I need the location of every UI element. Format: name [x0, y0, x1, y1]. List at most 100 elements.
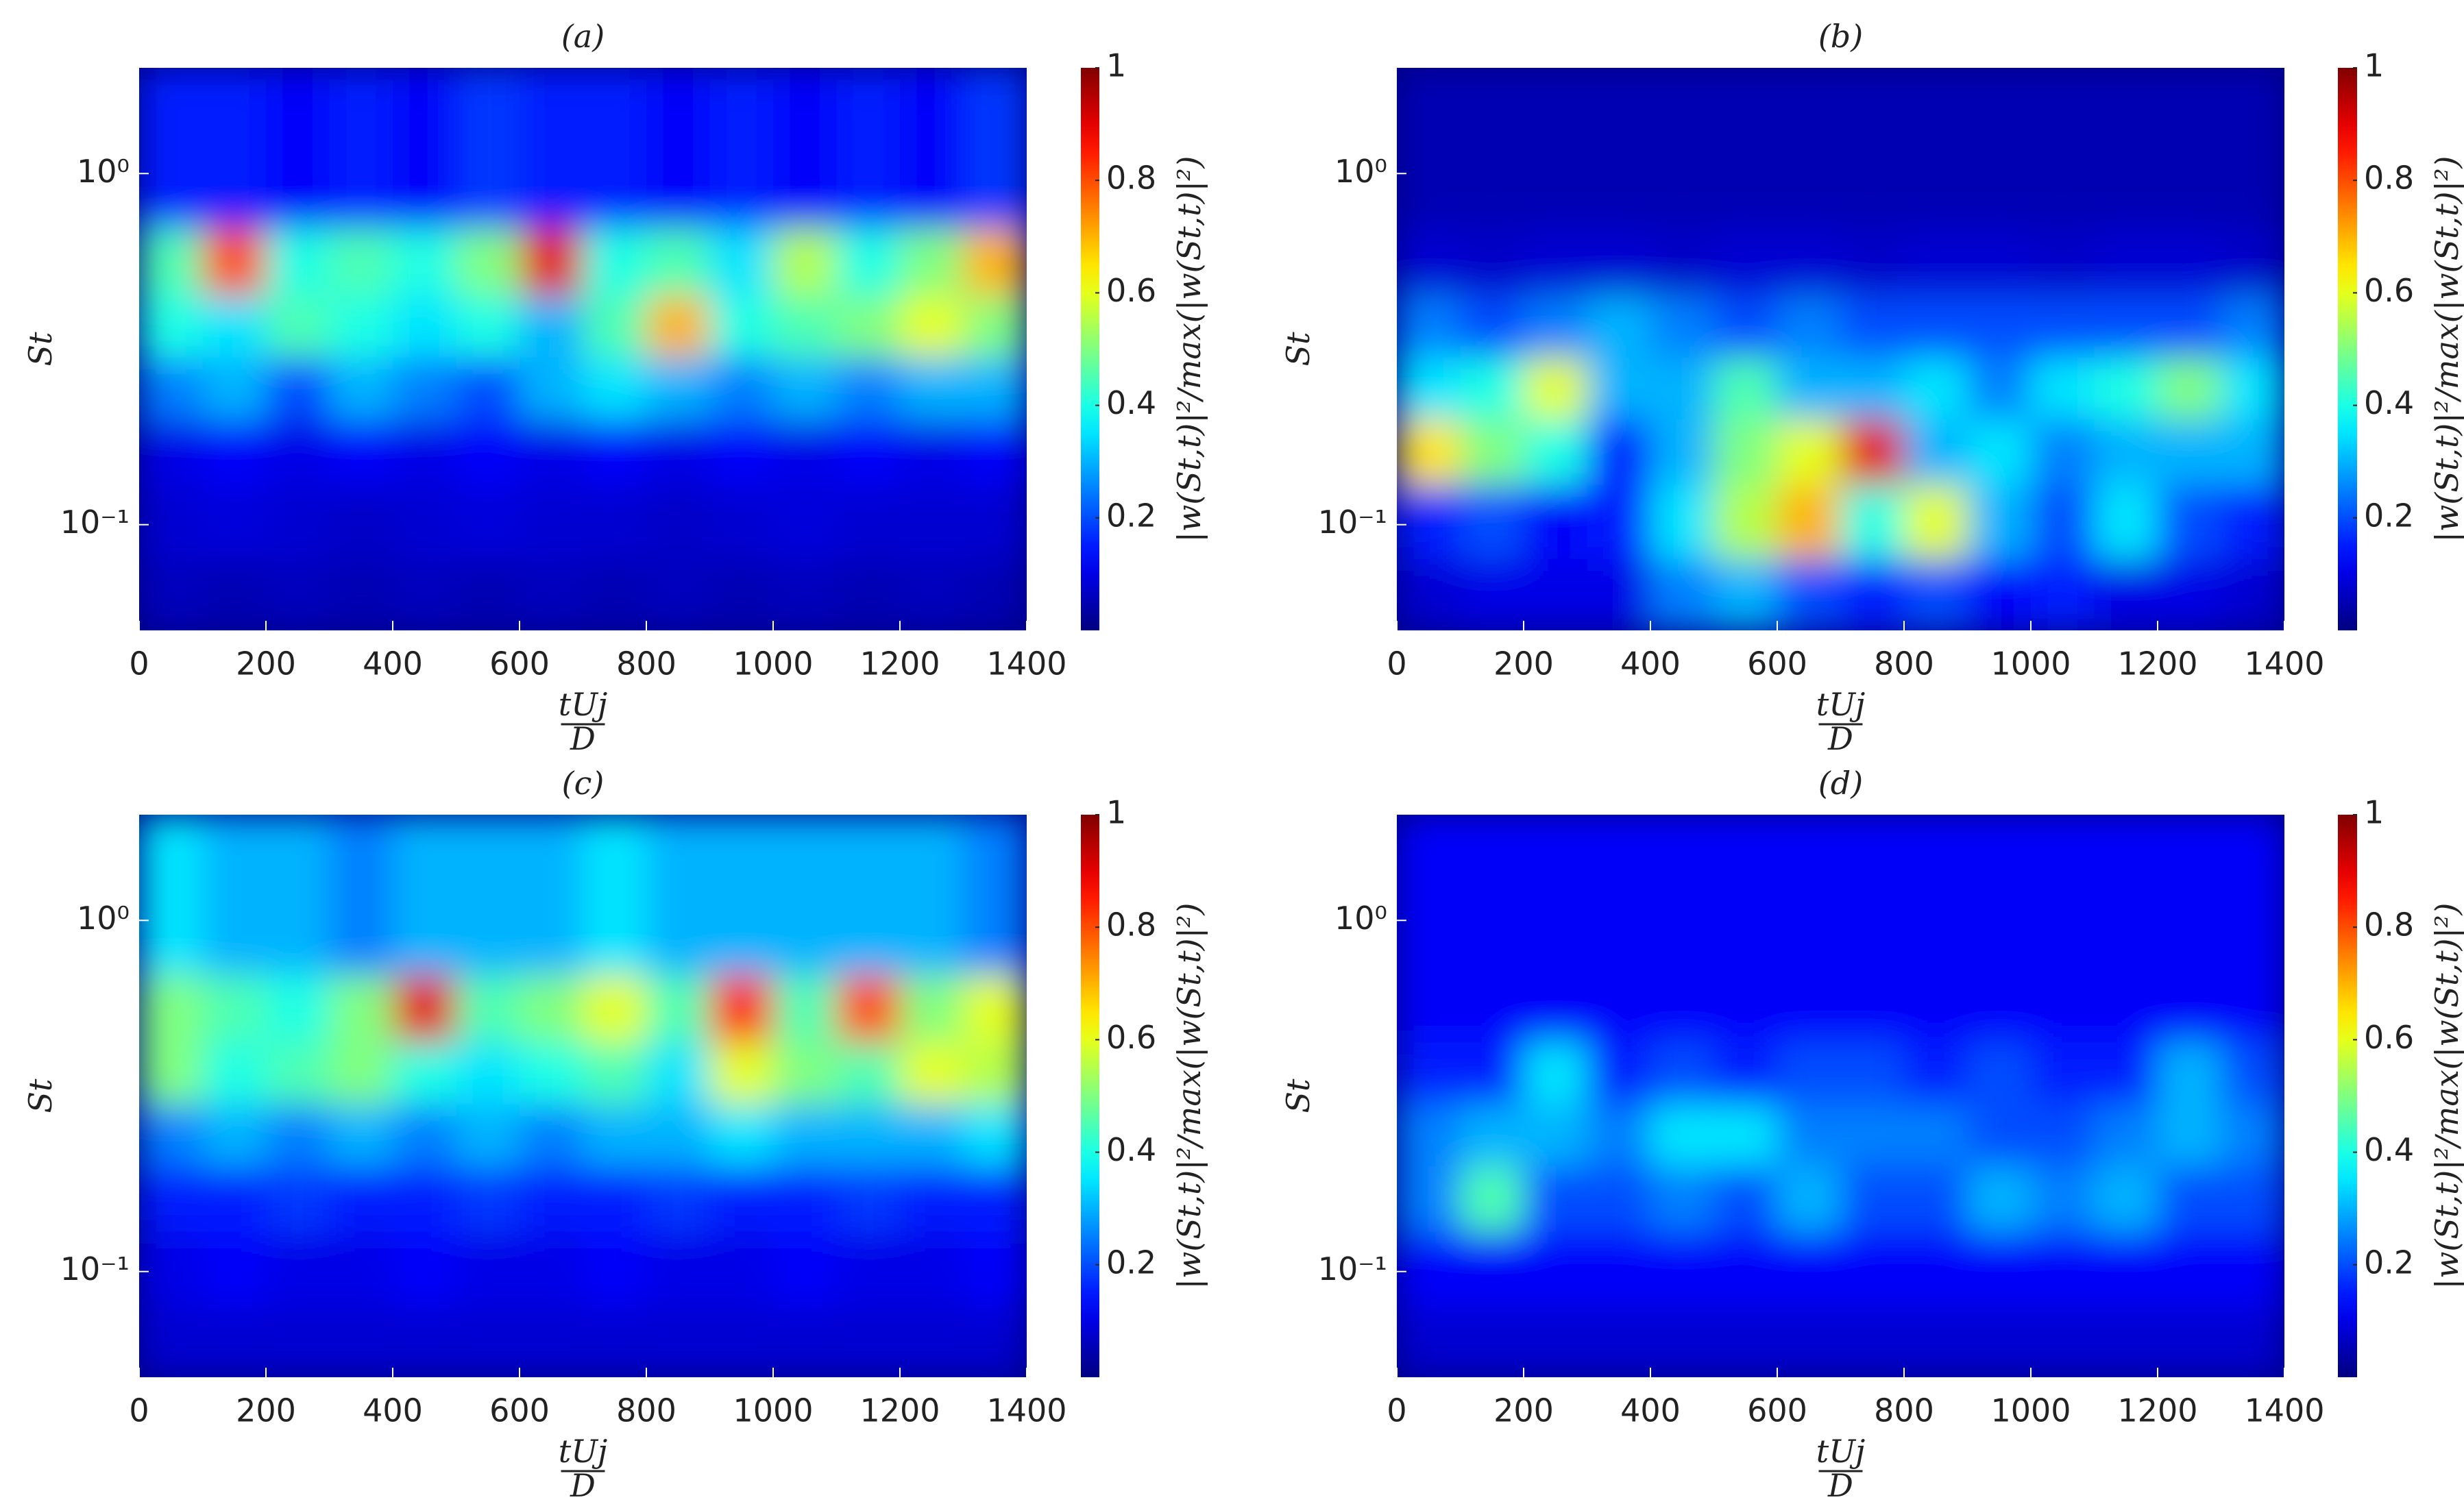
heatmap-cell — [456, 419, 520, 485]
heatmap-cell — [1397, 815, 1461, 976]
x-tick-label: 0 — [129, 645, 149, 682]
heatmap-cell — [266, 815, 330, 976]
x-tick-label: 1400 — [2244, 1392, 2324, 1429]
heatmap-cell — [1524, 68, 1587, 229]
heatmap-cell — [900, 1166, 964, 1232]
heatmap-cell — [963, 419, 1027, 485]
heatmap-cell — [329, 1166, 393, 1232]
heatmap-cell — [1587, 815, 1651, 976]
x-tick-label: 1200 — [859, 1392, 940, 1429]
heatmap-cell — [1650, 1041, 1714, 1105]
heatmap-cell — [520, 357, 583, 419]
heatmap-cell — [2031, 295, 2095, 358]
x-tick-label: 200 — [1493, 1392, 1554, 1429]
heatmap-cell — [139, 558, 203, 630]
heatmap-cell — [646, 227, 710, 296]
heatmap-cell — [2158, 558, 2221, 630]
heatmap-cell — [963, 227, 1027, 296]
heatmap-cell — [329, 227, 393, 296]
x-tick-label: 1000 — [733, 645, 813, 682]
heatmap-cell — [393, 1305, 456, 1377]
heatmap-cell — [456, 484, 520, 559]
heatmap-cell — [139, 419, 203, 485]
heatmap-cell — [266, 558, 330, 630]
heatmap-cell — [1524, 357, 1587, 419]
heatmap-cell — [2158, 357, 2221, 419]
heatmap-cell — [1777, 68, 1841, 229]
heatmap-cell — [520, 1305, 583, 1377]
heatmap-cell — [520, 419, 583, 485]
heatmap-cell — [202, 1041, 267, 1105]
heatmap-cell — [2221, 815, 2284, 976]
heatmap-cell — [393, 227, 456, 296]
heatmap-cell — [1904, 227, 1968, 296]
heatmap-cell — [1967, 558, 2032, 630]
heatmap-cell — [2094, 1041, 2158, 1105]
heatmap-cell — [2031, 227, 2095, 296]
heatmap-cell — [1397, 1305, 1461, 1377]
heatmap-cell — [773, 974, 837, 1043]
heatmap-cell — [646, 1104, 710, 1166]
x-tick-label: 200 — [236, 645, 296, 682]
y-tick-label: 10⁰ — [1334, 153, 1387, 190]
heatmap-cell — [1904, 295, 1968, 358]
heatmap-cell — [329, 815, 393, 976]
heatmap-cell — [1397, 1104, 1461, 1166]
heatmap-cell — [963, 357, 1027, 419]
heatmap-cell — [773, 295, 837, 358]
heatmap-cell — [1460, 1305, 1524, 1377]
heatmap-cell — [139, 1231, 203, 1306]
heatmap-area — [139, 68, 1027, 630]
heatmap-cell — [836, 419, 901, 485]
heatmap-cell — [836, 68, 901, 229]
x-tick-label: 1200 — [2117, 1392, 2197, 1429]
x-tick-label: 600 — [1747, 1392, 1807, 1429]
heatmap-cell — [709, 295, 774, 358]
heatmap-cell — [836, 1104, 901, 1166]
heatmap-cell — [139, 295, 203, 358]
colorbar-tick-label: 0.4 — [2364, 1131, 2414, 1168]
heatmap-cell — [1587, 1104, 1651, 1166]
heatmap-cell — [393, 295, 456, 358]
heatmap-cell — [1713, 484, 1778, 559]
x-axis-label-numerator: tUj — [559, 1433, 608, 1470]
heatmap-cell — [1460, 295, 1524, 358]
heatmap-cell — [1840, 1104, 1905, 1166]
heatmap-cell — [583, 974, 647, 1043]
y-tick-label: 10⁰ — [1334, 900, 1387, 937]
heatmap-cells — [1397, 815, 2284, 1377]
heatmap-cell — [646, 815, 710, 976]
x-tick-label: 400 — [363, 645, 423, 682]
heatmap-cell — [709, 1166, 774, 1232]
x-tick-label: 1400 — [2244, 645, 2324, 682]
heatmap-cell — [900, 1305, 964, 1377]
heatmap-cell — [900, 357, 964, 419]
y-tick-label: 10⁻¹ — [1318, 504, 1387, 541]
heatmap-cell — [963, 1305, 1027, 1377]
heatmap-cell — [709, 419, 774, 485]
heatmap-cell — [583, 1041, 647, 1105]
heatmap-cell — [1840, 227, 1905, 296]
heatmap-cell — [583, 1231, 647, 1306]
heatmap-cell — [583, 558, 647, 630]
heatmap-cell — [520, 484, 583, 559]
heatmap-cell — [456, 1305, 520, 1377]
heatmap-cells — [139, 815, 1027, 1377]
heatmap-cell — [1967, 815, 2032, 976]
x-tick-label: 200 — [236, 1392, 296, 1429]
heatmap-cell — [329, 419, 393, 485]
panel-title: (d) — [1818, 765, 1863, 802]
heatmap-cell — [266, 1104, 330, 1166]
heatmap-cell — [1524, 295, 1587, 358]
heatmap-cell — [1587, 419, 1651, 485]
heatmap-cell — [139, 1041, 203, 1105]
heatmap-cell — [2221, 227, 2284, 296]
heatmap-cell — [2158, 1231, 2221, 1306]
colorbar-tick-label: 1 — [2364, 794, 2384, 831]
x-tick-label: 1200 — [859, 645, 940, 682]
heatmap-cell — [1904, 1041, 1968, 1105]
heatmap-cell — [2031, 1041, 2095, 1105]
heatmap-cell — [2221, 357, 2284, 419]
heatmap-cell — [773, 1166, 837, 1232]
colorbar-label: |w(St,t)|²/max(|w(St,t)|²) — [1171, 156, 1208, 543]
